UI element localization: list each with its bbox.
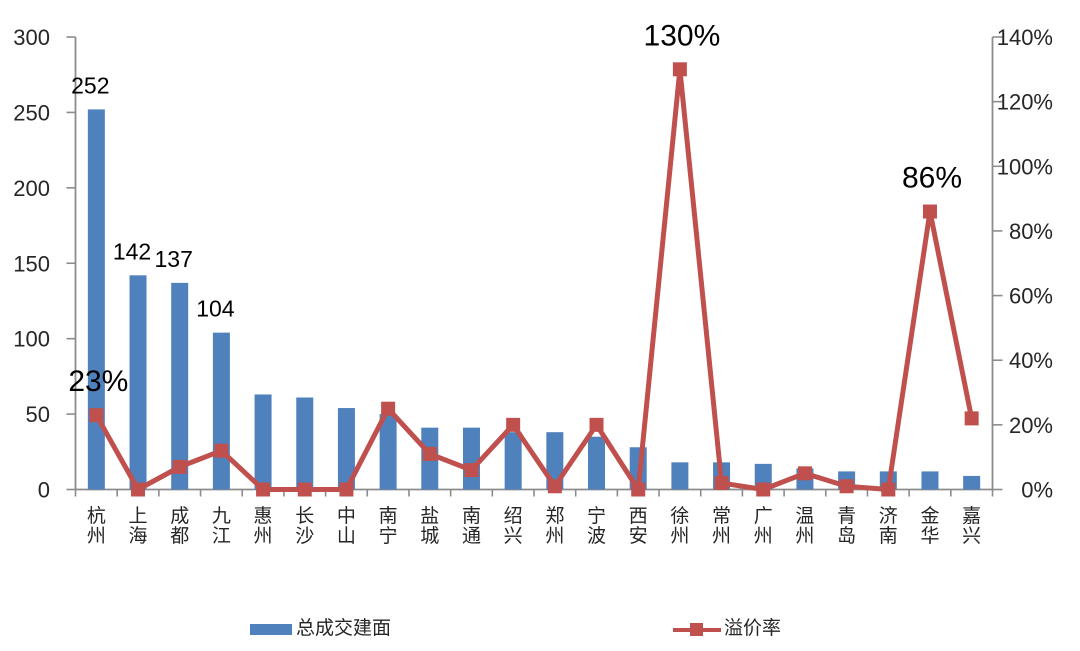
line-data-label: 23% [68, 365, 128, 398]
right-axis-label: 100% [997, 154, 1053, 179]
right-axis-label: 80% [1009, 219, 1053, 244]
x-axis-category-label: 温州 [795, 505, 814, 547]
left-axis-label: 100 [13, 327, 50, 352]
line-marker-青岛 [839, 479, 854, 494]
x-axis-category-label: 成都 [170, 505, 189, 547]
line-marker-金华 [922, 204, 937, 219]
x-axis-category-label: 徐州 [670, 505, 689, 547]
x-axis-category-label: 广州 [754, 505, 773, 547]
bar-南通 [462, 427, 480, 490]
x-axis-category-label: 上海 [129, 505, 148, 547]
x-axis-category-label: 南宁 [379, 505, 398, 547]
line-marker-嘉兴 [964, 411, 979, 426]
bar-成都 [171, 282, 189, 490]
bar-series-swatch-icon [250, 623, 292, 635]
x-axis-category-label: 九江 [212, 505, 231, 547]
line-marker-长沙 [297, 482, 312, 497]
line-marker-常州 [714, 476, 729, 491]
line-marker-南宁 [381, 401, 396, 416]
right-axis-label: 40% [1009, 348, 1053, 373]
line-marker-南通 [464, 463, 479, 478]
x-axis-category-label: 长沙 [295, 505, 314, 547]
right-axis-label: 120% [997, 90, 1053, 115]
x-axis-category-label: 南通 [462, 505, 481, 547]
right-axis-label: 20% [1009, 413, 1053, 438]
right-axis-label: 0% [1021, 478, 1053, 503]
line-marker-广州 [756, 482, 771, 497]
x-axis-category-label: 绍兴 [504, 505, 523, 547]
x-axis-category-label: 常州 [712, 505, 731, 547]
line-marker-温州 [797, 466, 812, 481]
line-marker-中山 [339, 482, 354, 497]
bar-杭州 [87, 109, 105, 490]
line-data-label: 130% [644, 19, 721, 52]
line-marker-济南 [881, 482, 896, 497]
x-axis-category-label: 中山 [337, 505, 356, 547]
left-axis-label: 250 [13, 100, 50, 125]
bar-嘉兴 [963, 475, 981, 490]
bar-九江 [212, 332, 230, 490]
line-series-swatch-icon [673, 622, 721, 636]
legend-item-total-gfa: 总成交建面 [250, 619, 391, 639]
x-axis-category-label: 西安 [629, 506, 648, 547]
left-axis-label: 300 [13, 25, 50, 50]
x-axis-category-label: 杭州 [87, 505, 106, 547]
line-marker-郑州 [547, 479, 562, 494]
bar-长沙 [296, 397, 314, 490]
x-axis-category-label: 金华 [920, 505, 939, 547]
bar-data-label: 252 [71, 72, 109, 98]
left-axis-label: 150 [13, 251, 50, 276]
line-marker-惠州 [256, 482, 271, 497]
x-axis-category-label: 嘉兴 [962, 505, 981, 547]
bar-绍兴 [504, 432, 522, 490]
left-axis-label: 0 [38, 478, 50, 503]
right-axis-label: 60% [1009, 284, 1053, 309]
left-axis-label: 50 [26, 402, 50, 427]
bar-data-label: 104 [196, 296, 235, 322]
line-marker-上海 [131, 482, 146, 497]
legend-label-total-gfa: 总成交建面 [296, 618, 392, 639]
line-marker-西安 [631, 482, 646, 497]
line-marker-杭州 [89, 408, 104, 423]
line-marker-绍兴 [506, 417, 521, 432]
line-marker-成都 [172, 459, 187, 474]
bar-金华 [921, 471, 939, 490]
line-marker-徐州 [672, 62, 687, 77]
bar-郑州 [546, 432, 564, 490]
x-axis-category-label: 郑州 [545, 505, 564, 547]
legend-item-premium-rate: 溢价率 [673, 619, 781, 639]
line-marker-盐城 [422, 446, 437, 461]
bar-data-label: 137 [155, 246, 193, 272]
bar-徐州 [671, 462, 689, 490]
line-marker-九江 [214, 443, 229, 458]
x-axis-category-label: 惠州 [254, 505, 273, 547]
right-axis-label: 140% [997, 25, 1053, 50]
x-axis-category-label: 济南 [879, 505, 898, 547]
bar-data-label: 142 [113, 238, 151, 264]
premium-rate-line [94, 66, 975, 492]
bar-惠州 [254, 394, 272, 490]
line-marker-宁波 [589, 417, 604, 432]
x-axis-category-label: 宁波 [587, 505, 606, 547]
x-axis-category-label: 青岛 [837, 505, 856, 547]
x-axis-category-label: 盐城 [420, 505, 439, 547]
left-axis-label: 200 [13, 176, 50, 201]
bar-南宁 [379, 414, 397, 490]
line-data-label: 86% [902, 162, 962, 195]
bar-中山 [337, 408, 355, 490]
bar-宁波 [588, 436, 606, 490]
bar-上海 [129, 275, 147, 490]
legend-label-premium-rate: 溢价率 [724, 618, 782, 639]
